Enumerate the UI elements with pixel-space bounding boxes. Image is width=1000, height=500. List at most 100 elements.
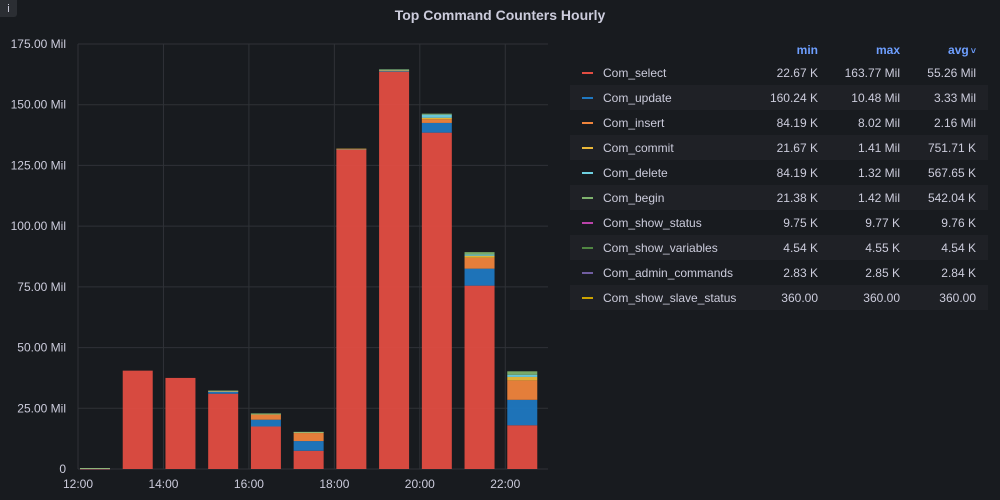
bar-segment-com-delete: [379, 69, 410, 71]
bar-segment-com-update: [379, 71, 410, 72]
legend-row-com-admin-commands[interactable]: Com_admin_commands 2.83 K 2.85 K 2.84 K: [570, 260, 988, 285]
legend-max-value: 163.77 Mil: [844, 65, 900, 80]
bar-segment-com-update: [250, 419, 281, 427]
legend-max-value: 10.48 Mil: [851, 90, 900, 105]
y-tick-label: 100.00 Mil: [11, 219, 66, 233]
legend-min-value: 9.75 K: [783, 215, 818, 230]
legend-row-com-delete[interactable]: Com_delete 84.19 K 1.32 Mil 567.65 K: [570, 160, 988, 185]
legend-avg-value: 751.71 K: [927, 140, 976, 155]
legend-avg-value: 9.76 K: [941, 215, 976, 230]
x-tick-label: 12:00: [63, 477, 93, 491]
legend-row-com-show-variables[interactable]: Com_show_variables 4.54 K 4.55 K 4.54 K: [570, 235, 988, 260]
bar-segment-com-commit: [507, 376, 538, 381]
legend-row-com-insert[interactable]: Com_insert 84.19 K 8.02 Mil 2.16 Mil: [570, 110, 988, 135]
legend-min-value: 360.00: [781, 290, 818, 305]
legend-min-value: 21.38 K: [776, 190, 818, 205]
bar-segment-com-select: [293, 450, 324, 469]
legend-avg-value: 55.26 Mil: [927, 65, 976, 80]
legend-row-com-show-slave-status[interactable]: Com_show_slave_status 360.00 360.00 360.00: [570, 285, 988, 310]
series-color-swatch[interactable]: [582, 71, 593, 74]
legend-header-max[interactable]: max: [875, 43, 900, 57]
legend-row-com-show-status[interactable]: Com_show_status 9.75 K 9.77 K 9.76 K: [570, 210, 988, 235]
legend-max-value: 2.85 K: [865, 265, 900, 280]
legend-row-com-commit[interactable]: Com_commit 21.67 K 1.41 Mil 751.71 K: [570, 135, 988, 160]
series-color-swatch[interactable]: [582, 146, 593, 149]
legend-avg-value: 4.54 K: [941, 240, 976, 255]
legend-series-name: Com_delete: [603, 165, 668, 180]
legend-header-avg-label: avg: [948, 43, 969, 57]
series-color-swatch[interactable]: [582, 271, 593, 274]
legend-header: min max avg ˅: [570, 40, 988, 60]
bar-segment-com-commit: [336, 148, 367, 150]
legend-max-value: 1.32 Mil: [857, 165, 900, 180]
x-tick-label: 14:00: [148, 477, 178, 491]
bar-segment-com-insert: [507, 380, 538, 400]
legend-row-com-select[interactable]: Com_select 22.67 K 163.77 Mil 55.26 Mil: [570, 60, 988, 85]
series-color-swatch[interactable]: [582, 171, 593, 174]
bar-segment-com-begin: [507, 371, 538, 375]
legend-max-value: 4.55 K: [865, 240, 900, 255]
info-icon[interactable]: i: [0, 0, 17, 17]
legend-min-value: 84.19 K: [776, 115, 818, 130]
bar-segment-com-insert: [293, 433, 324, 442]
bar-segment-com-select: [421, 132, 452, 469]
bar-segment-com-update: [464, 268, 495, 286]
legend-series-name: Com_show_status: [603, 215, 702, 230]
bar-segment-com-select: [122, 370, 153, 469]
series-color-swatch[interactable]: [582, 121, 593, 124]
legend-avg-value: 360.00: [939, 290, 976, 305]
bar-segment-com-select: [464, 285, 495, 469]
legend-avg-value: 2.16 Mil: [933, 115, 976, 130]
legend-max-value: 360.00: [863, 290, 900, 305]
y-tick-label: 75.00 Mil: [17, 280, 66, 294]
legend-series-name: Com_insert: [603, 115, 665, 130]
legend-header-avg[interactable]: avg ˅: [900, 43, 988, 57]
bar-segment-com-begin: [293, 431, 324, 433]
y-tick-label: 175.00 Mil: [11, 37, 66, 51]
bar-segment-com-select: [336, 149, 367, 469]
bar-segment-com-commit: [379, 70, 410, 71]
bar-segment-com-insert: [464, 257, 495, 269]
series-color-swatch[interactable]: [582, 246, 593, 249]
legend-series-name: Com_select: [603, 65, 667, 80]
bar-segment-com-begin: [379, 69, 410, 70]
legend-min-value: 22.67 K: [776, 65, 818, 80]
legend-max-value: 9.77 K: [865, 215, 900, 230]
bar-segment-com-delete: [464, 254, 495, 256]
legend-header-min[interactable]: min: [796, 43, 818, 57]
legend-avg-value: 542.04 K: [927, 190, 976, 205]
series-color-swatch[interactable]: [582, 96, 593, 99]
bar-segment-com-select: [379, 71, 410, 469]
bar-segment-com-update: [421, 122, 452, 133]
series-color-swatch[interactable]: [582, 221, 593, 224]
legend-avg-value: 2.84 K: [941, 265, 976, 280]
bar-segment-com-commit: [421, 117, 452, 120]
legend-row-com-begin[interactable]: Com_begin 21.38 K 1.42 Mil 542.04 K: [570, 185, 988, 210]
bar-segment-com-begin: [80, 468, 110, 469]
bar-segment-com-update: [507, 399, 538, 426]
bar-segment-com-select: [507, 425, 538, 469]
bar-segment-com-commit: [250, 414, 281, 415]
bar-segment-com-select: [250, 426, 281, 469]
legend-max-value: 1.41 Mil: [857, 140, 900, 155]
y-tick-label: 0: [59, 462, 66, 476]
legend-series-name: Com_admin_commands: [603, 265, 734, 280]
legend-max-value: 8.02 Mil: [857, 115, 900, 130]
legend-series-name: Com_begin: [603, 190, 665, 205]
series-color-swatch[interactable]: [582, 296, 593, 299]
legend-min-value: 84.19 K: [776, 165, 818, 180]
y-tick-label: 50.00 Mil: [17, 341, 66, 355]
legend-series-name: Com_commit: [603, 140, 674, 155]
series-color-swatch[interactable]: [582, 196, 593, 199]
legend-row-com-update[interactable]: Com_update 160.24 K 10.48 Mil 3.33 Mil: [570, 85, 988, 110]
bar-segment-com-delete: [507, 374, 538, 377]
legend-avg-value: 567.65 K: [927, 165, 976, 180]
panel-title[interactable]: Top Command Counters Hourly: [394, 7, 606, 23]
bar-segment-com-insert: [250, 414, 281, 420]
bar-chart: 0 25.00 Mil 50.00 Mil 75.00 Mil 100.00 Mil 12…: [11, 37, 548, 491]
legend-max-value: 1.42 Mil: [857, 190, 900, 205]
bar-segment-com-update: [293, 441, 324, 451]
bar-segment-com-begin: [421, 113, 452, 115]
bar-segment-com-select: [208, 393, 239, 469]
